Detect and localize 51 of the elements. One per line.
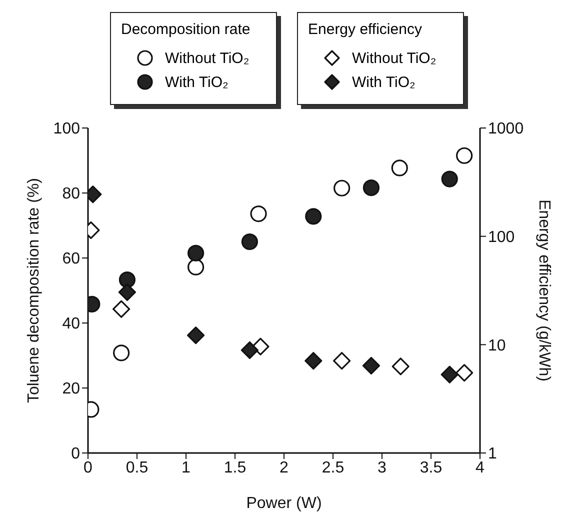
point [118, 271, 136, 288]
legend-label: Without TiO₂ [165, 50, 250, 66]
point [112, 300, 130, 318]
point [187, 326, 205, 344]
y-tick-label: 100 [53, 120, 80, 138]
x-axis-title: Power (W) [246, 495, 322, 512]
legend-label: Without TiO₂ [352, 50, 436, 66]
x-tick-label: 4 [476, 459, 485, 476]
point [304, 352, 322, 370]
point [391, 160, 408, 176]
point [441, 170, 458, 188]
point [440, 366, 458, 384]
legend-label: With TiO₂ [352, 74, 416, 90]
y2-tick-label: 10 [488, 337, 506, 354]
point [456, 147, 473, 164]
y-tick-label: 60 [62, 250, 80, 268]
x-tick-label: 0.5 [126, 459, 148, 476]
point [333, 352, 351, 370]
point [252, 338, 270, 356]
legend-label: With TiO₂ [165, 74, 228, 90]
point [188, 244, 204, 262]
y2-tick-label: 1000 [488, 120, 524, 138]
point [240, 341, 258, 359]
point [113, 344, 130, 362]
y2-tick-label: 100 [488, 229, 515, 246]
y2-axis-title: Energy efficiency (g/kWh) [535, 200, 552, 382]
x-tick-label: 3.5 [420, 459, 442, 476]
y2-tick-label: 1 [488, 446, 497, 463]
x-tick-label: 0 [84, 459, 93, 476]
point [362, 180, 380, 196]
y-tick-label: 20 [62, 380, 80, 398]
y-tick-label: 80 [62, 186, 80, 203]
text: Energy efficiency [308, 21, 423, 38]
x-tick-label: 1 [182, 459, 191, 476]
point [392, 358, 410, 376]
x-tick-label: 1.5 [224, 459, 246, 476]
point [456, 364, 474, 382]
text: Decomposition rate [121, 21, 252, 38]
x-tick-label: 3 [378, 459, 387, 476]
point [334, 180, 350, 196]
point [362, 356, 380, 374]
y-tick-label: 0 [71, 446, 80, 463]
point [118, 283, 136, 301]
point [188, 258, 204, 276]
y-axis-title: Toluene decomposition rate (%) [26, 178, 43, 404]
point [241, 233, 258, 250]
point [250, 206, 267, 222]
x-tick-label: 2.5 [322, 459, 344, 476]
point [305, 208, 322, 225]
x-tick-label: 2 [280, 459, 289, 476]
y-tick-label: 40 [62, 316, 80, 333]
